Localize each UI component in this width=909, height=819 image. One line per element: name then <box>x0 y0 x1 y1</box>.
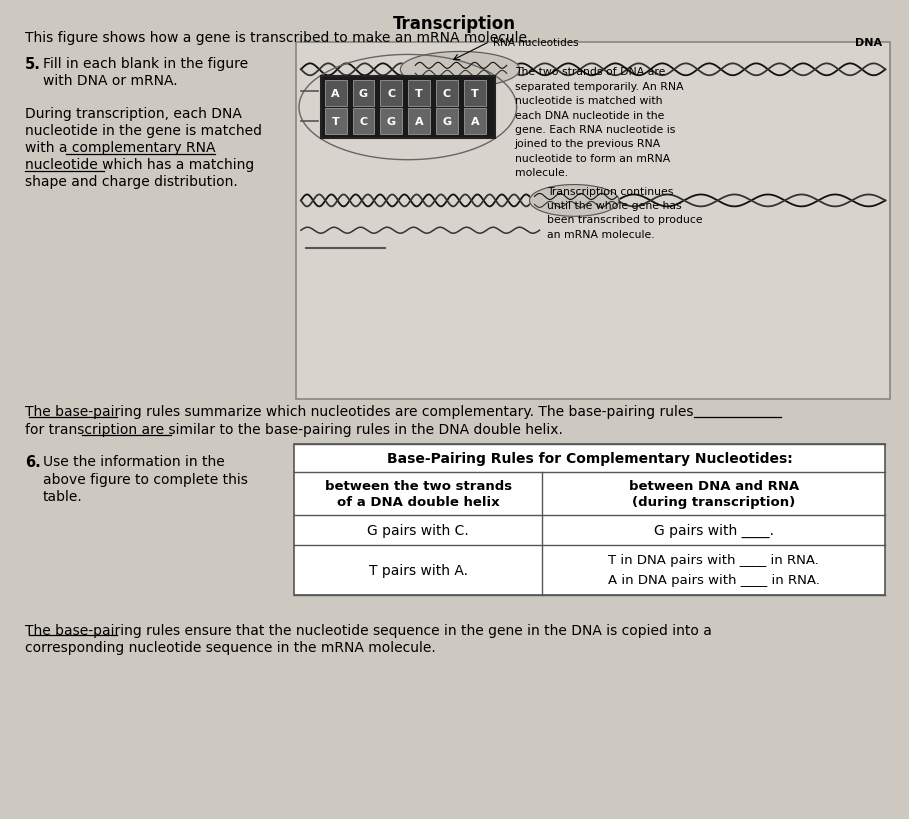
Text: an mRNA molecule.: an mRNA molecule. <box>547 229 655 239</box>
Text: with a complementary RNA: with a complementary RNA <box>25 141 215 155</box>
Text: G pairs with ____.: G pairs with ____. <box>654 523 774 537</box>
Text: molecule.: molecule. <box>514 168 568 178</box>
Bar <box>381 109 403 134</box>
Text: During transcription, each DNA: During transcription, each DNA <box>25 107 242 121</box>
Text: A: A <box>415 117 424 127</box>
Text: G pairs with C.: G pairs with C. <box>367 523 469 537</box>
Bar <box>464 81 485 107</box>
Text: each DNA nucleotide in the: each DNA nucleotide in the <box>514 111 664 120</box>
Text: Transcription: Transcription <box>393 15 515 33</box>
Text: Base-Pairing Rules for Complementary Nucleotides:: Base-Pairing Rules for Complementary Nuc… <box>387 451 793 465</box>
Bar <box>321 77 494 138</box>
Text: joined to the previous RNA: joined to the previous RNA <box>514 139 661 149</box>
Text: A: A <box>471 117 479 127</box>
Text: This figure shows how a gene is transcribed to make an mRNA molecule.: This figure shows how a gene is transcri… <box>25 30 531 44</box>
Text: 6.: 6. <box>25 455 40 469</box>
Bar <box>325 109 346 134</box>
Text: of a DNA double helix: of a DNA double helix <box>337 495 499 509</box>
Text: T pairs with A.: T pairs with A. <box>369 563 467 577</box>
Text: G: G <box>359 89 368 99</box>
Text: been transcribed to produce: been transcribed to produce <box>547 215 703 225</box>
Text: for transcription are similar to the base-pairing rules in the DNA double helix.: for transcription are similar to the bas… <box>25 423 563 437</box>
Text: 5.: 5. <box>25 57 41 72</box>
Text: corresponding nucleotide sequence in the mRNA molecule.: corresponding nucleotide sequence in the… <box>25 640 435 654</box>
Text: T: T <box>332 117 340 127</box>
Text: nucleotide to form an mRNA: nucleotide to form an mRNA <box>514 153 670 164</box>
Text: between DNA and RNA: between DNA and RNA <box>629 479 799 492</box>
Text: The two strands of DNA are: The two strands of DNA are <box>514 67 665 77</box>
Text: G: G <box>387 117 396 127</box>
Bar <box>353 81 375 107</box>
Text: separated temporarily. An RNA: separated temporarily. An RNA <box>514 82 684 92</box>
Text: Transcription continues: Transcription continues <box>547 186 674 197</box>
Bar <box>436 81 458 107</box>
Text: A in DNA pairs with ____ in RNA.: A in DNA pairs with ____ in RNA. <box>608 573 820 586</box>
Text: Use the information in the: Use the information in the <box>43 455 225 468</box>
Polygon shape <box>400 52 520 88</box>
Text: A: A <box>332 89 340 99</box>
Text: G: G <box>443 117 452 127</box>
Bar <box>436 109 458 134</box>
Text: (during transcription): (during transcription) <box>633 495 795 509</box>
Text: table.: table. <box>43 490 83 504</box>
Text: T: T <box>471 89 479 99</box>
Text: C: C <box>387 89 395 99</box>
Text: DNA: DNA <box>855 38 883 48</box>
Text: with DNA or mRNA.: with DNA or mRNA. <box>43 75 177 88</box>
Text: C: C <box>359 117 367 127</box>
Text: RNA nucleotides: RNA nucleotides <box>493 38 578 48</box>
Text: until the whole gene has: until the whole gene has <box>547 201 682 210</box>
Bar <box>408 109 430 134</box>
Polygon shape <box>530 185 619 217</box>
Text: T: T <box>415 89 423 99</box>
Text: shape and charge distribution.: shape and charge distribution. <box>25 174 237 188</box>
Text: gene. Each RNA nucleotide is: gene. Each RNA nucleotide is <box>514 124 675 135</box>
Text: nucleotide is matched with: nucleotide is matched with <box>514 96 662 106</box>
Text: above figure to complete this: above figure to complete this <box>43 472 247 486</box>
Bar <box>464 109 485 134</box>
Text: The base-pairing rules summarize which nucleotides are complementary. The base-p: The base-pairing rules summarize which n… <box>25 405 694 419</box>
Text: T in DNA pairs with ____ in RNA.: T in DNA pairs with ____ in RNA. <box>608 554 819 567</box>
Text: C: C <box>443 89 451 99</box>
Text: Fill in each blank in the figure: Fill in each blank in the figure <box>43 57 247 71</box>
Bar <box>353 109 375 134</box>
Text: nucleotide in the gene is matched: nucleotide in the gene is matched <box>25 124 262 138</box>
Bar <box>294 444 885 595</box>
Bar <box>381 81 403 107</box>
Text: between the two strands: between the two strands <box>325 479 512 492</box>
Bar <box>296 43 890 400</box>
Bar <box>325 81 346 107</box>
Text: nucleotide which has a matching: nucleotide which has a matching <box>25 157 254 171</box>
Text: The base-pairing rules ensure that the nucleotide sequence in the gene in the DN: The base-pairing rules ensure that the n… <box>25 622 712 636</box>
Bar <box>408 81 430 107</box>
